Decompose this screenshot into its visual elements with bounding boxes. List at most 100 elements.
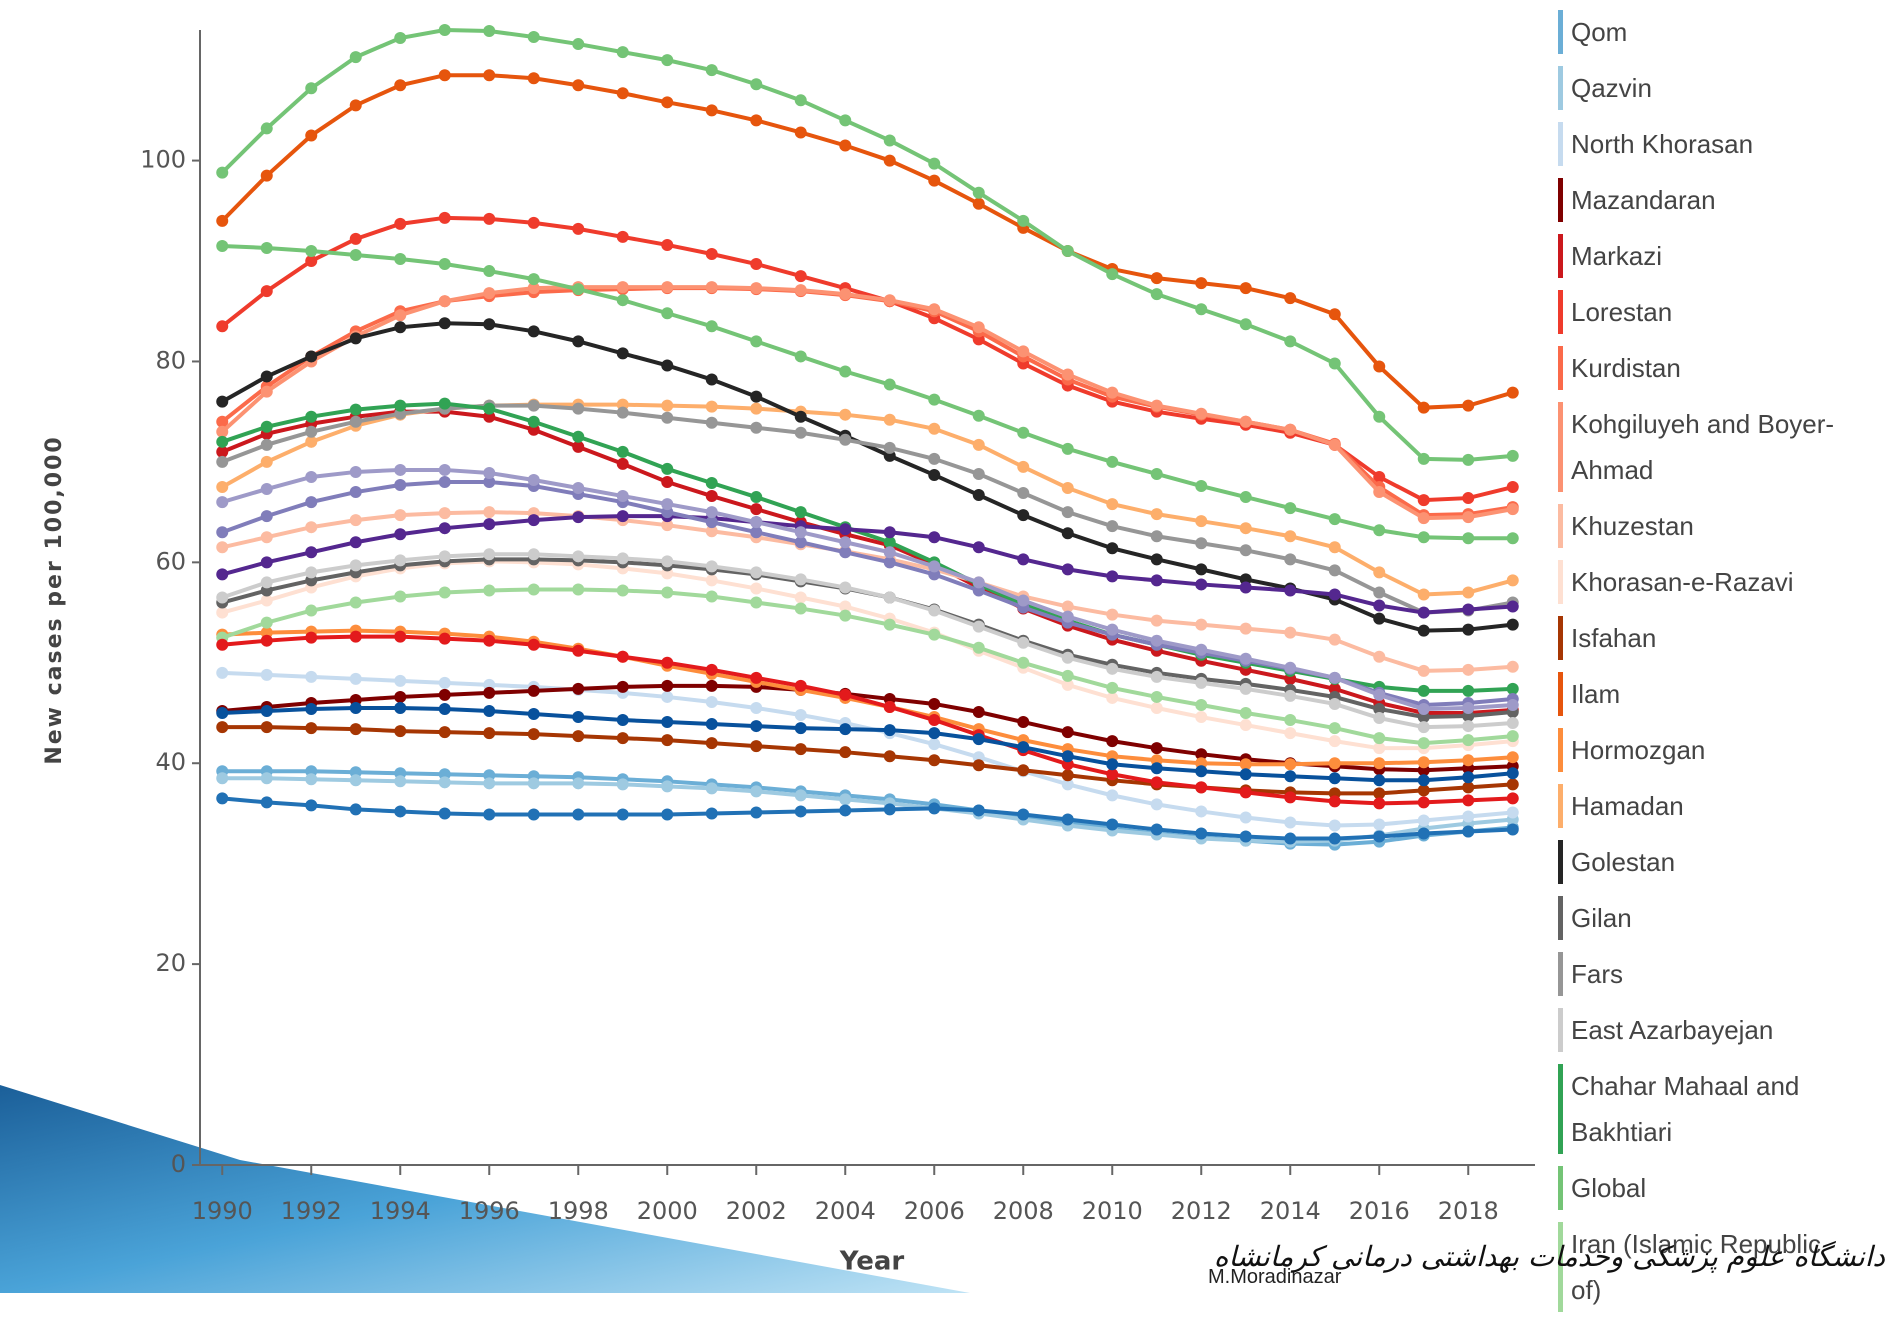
data-point bbox=[616, 808, 629, 821]
series-line bbox=[221, 587, 1513, 746]
legend-item[interactable]: Khuzestan bbox=[1558, 498, 1848, 554]
data-point bbox=[928, 628, 941, 641]
legend-item[interactable]: Qazvin bbox=[1558, 60, 1848, 116]
data-point bbox=[394, 463, 407, 476]
legend-item[interactable]: Qom bbox=[1558, 4, 1848, 60]
data-point bbox=[1284, 423, 1297, 436]
legend-item[interactable]: Markazi bbox=[1558, 228, 1848, 284]
data-point bbox=[839, 581, 852, 594]
series-line bbox=[221, 321, 1513, 633]
data-point bbox=[883, 618, 896, 631]
data-point bbox=[1061, 600, 1074, 613]
legend-item[interactable]: Gilan bbox=[1558, 890, 1848, 946]
data-point bbox=[438, 632, 451, 645]
data-point bbox=[1506, 682, 1519, 695]
legend-item[interactable]: North Khorasan bbox=[1558, 116, 1848, 172]
data-point bbox=[616, 281, 629, 294]
data-point bbox=[794, 94, 807, 107]
legend-item[interactable]: Global bbox=[1558, 1160, 1848, 1216]
data-point bbox=[1061, 506, 1074, 519]
data-point bbox=[750, 335, 763, 348]
data-point bbox=[305, 604, 318, 617]
legend-swatch bbox=[1558, 952, 1563, 996]
data-point bbox=[616, 406, 629, 419]
data-point bbox=[1328, 722, 1341, 735]
legend-item[interactable]: East Azarbayejan bbox=[1558, 1002, 1848, 1058]
data-point bbox=[349, 774, 362, 787]
data-point bbox=[1462, 511, 1475, 524]
legend-swatch bbox=[1558, 896, 1563, 940]
series-line bbox=[221, 403, 1514, 615]
data-point bbox=[1239, 491, 1252, 504]
data-point bbox=[1017, 808, 1030, 821]
data-point bbox=[1195, 480, 1208, 493]
data-point bbox=[705, 490, 718, 503]
data-point bbox=[572, 79, 585, 92]
data-point bbox=[839, 536, 852, 549]
legend-item[interactable]: Mazandaran bbox=[1558, 172, 1848, 228]
legend-item[interactable]: Lorestan bbox=[1558, 284, 1848, 340]
legend-item[interactable]: Iran (Islamic Republic of) bbox=[1558, 1216, 1848, 1318]
data-point bbox=[349, 232, 362, 245]
legend-item[interactable]: Isfahan bbox=[1558, 610, 1848, 666]
x-tick-label: 2006 bbox=[904, 1197, 965, 1225]
data-point bbox=[750, 740, 763, 753]
data-point bbox=[1239, 682, 1252, 695]
data-point bbox=[527, 282, 540, 295]
data-point bbox=[883, 413, 896, 426]
legend-label: Isfahan bbox=[1571, 623, 1657, 653]
x-tick-label: 2008 bbox=[993, 1197, 1054, 1225]
data-point bbox=[661, 462, 674, 475]
data-point bbox=[483, 25, 496, 38]
legend-item[interactable]: Chahar Mahaal and Bakhtiari bbox=[1558, 1058, 1848, 1160]
data-point bbox=[1328, 513, 1341, 526]
data-point bbox=[1239, 544, 1252, 557]
data-point bbox=[794, 743, 807, 756]
data-point bbox=[1328, 772, 1341, 785]
legend-swatch bbox=[1558, 66, 1563, 110]
data-point bbox=[527, 583, 540, 596]
y-tick-label: 100 bbox=[140, 146, 186, 174]
data-point bbox=[527, 473, 540, 486]
legend-item[interactable]: Kohgiluyeh and Boyer-Ahmad bbox=[1558, 396, 1848, 498]
series-line bbox=[221, 467, 1513, 711]
legend-label: Fars bbox=[1571, 959, 1623, 989]
data-point bbox=[750, 282, 763, 295]
data-point bbox=[616, 347, 629, 360]
data-point bbox=[1195, 805, 1208, 818]
data-point bbox=[1506, 449, 1519, 462]
legend-label: Markazi bbox=[1571, 241, 1663, 271]
legend-label: Golestan bbox=[1571, 847, 1676, 877]
data-point bbox=[394, 554, 407, 567]
data-point bbox=[260, 634, 273, 647]
legend-label: Khuzestan bbox=[1571, 511, 1694, 541]
data-point bbox=[616, 294, 629, 307]
legend-item[interactable]: Golestan bbox=[1558, 834, 1848, 890]
data-point bbox=[1506, 778, 1519, 791]
legend-item[interactable]: Ilam bbox=[1558, 666, 1848, 722]
data-point bbox=[438, 463, 451, 476]
legend-item[interactable]: Hormozgan bbox=[1558, 722, 1848, 778]
legend-item[interactable]: Hamadan bbox=[1558, 778, 1848, 834]
series-line bbox=[220, 27, 1513, 462]
data-point bbox=[1150, 762, 1163, 775]
data-point bbox=[1417, 664, 1430, 677]
data-point bbox=[394, 253, 407, 266]
data-point bbox=[349, 803, 362, 816]
data-point bbox=[928, 422, 941, 435]
data-point bbox=[527, 325, 540, 338]
data-point bbox=[661, 519, 674, 532]
data-point bbox=[1462, 623, 1475, 636]
data-point bbox=[1373, 470, 1386, 483]
data-point bbox=[839, 723, 852, 736]
legend-item[interactable]: Fars bbox=[1558, 946, 1848, 1002]
data-point bbox=[705, 400, 718, 413]
legend-item[interactable]: Kurdistan bbox=[1558, 340, 1848, 396]
data-point bbox=[1106, 681, 1119, 694]
data-point bbox=[305, 670, 318, 683]
data-point bbox=[438, 702, 451, 715]
data-point bbox=[1106, 570, 1119, 583]
data-point bbox=[483, 584, 496, 597]
legend-item[interactable]: Khorasan-e-Razavi bbox=[1558, 554, 1848, 610]
data-point bbox=[883, 441, 896, 454]
